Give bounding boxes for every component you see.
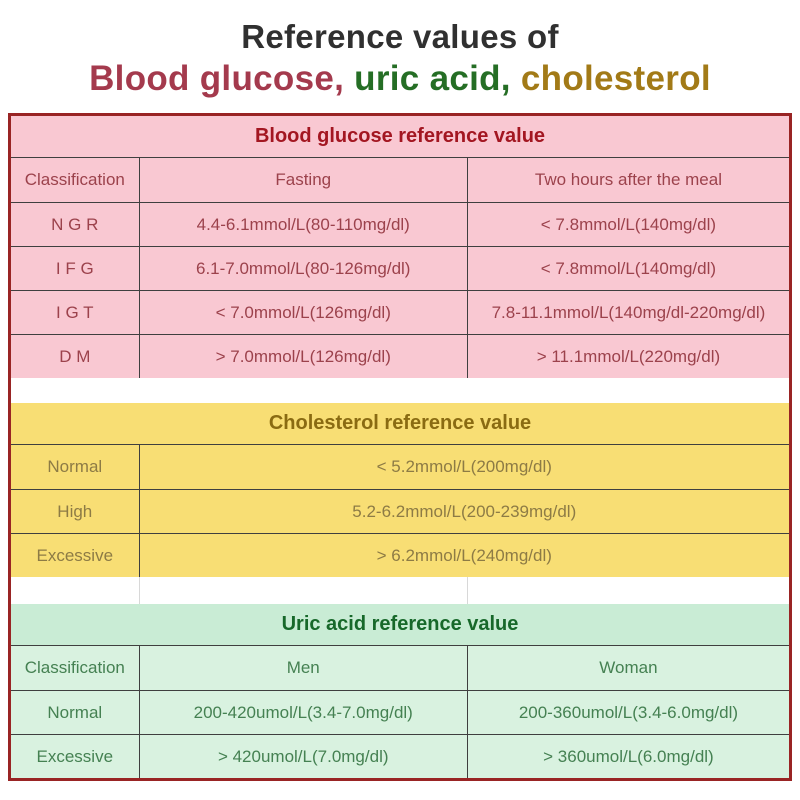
subtitle-blood-glucose: Blood glucose, xyxy=(89,59,345,98)
subtitle-cholesterol: cholesterol xyxy=(510,59,711,98)
uric-acid-section: Uric acid reference value Classification… xyxy=(11,604,789,778)
row-label-high: High xyxy=(11,489,139,533)
tables-frame: Blood glucose reference value Classifica… xyxy=(8,113,792,781)
table-cell: < 5.2mmol/L(200mg/dl) xyxy=(138,445,789,489)
blood-glucose-section: Blood glucose reference value Classifica… xyxy=(11,116,789,378)
subtitle-uric-acid: uric acid, xyxy=(344,59,511,98)
blood-glucose-table: Classification Fasting Two hours after t… xyxy=(11,158,789,378)
table-cell: 6.1-7.0mmol/L(80-126mg/dl) xyxy=(138,246,467,290)
row-label-normal: Normal xyxy=(47,457,103,476)
table-cell: 200-420umol/L(3.4-7.0mg/dl) xyxy=(138,690,467,734)
row-label-igt: I G T xyxy=(11,290,139,334)
column-divider-line xyxy=(466,577,469,604)
column-header-woman: Woman xyxy=(466,646,789,690)
uric-acid-table-title: Uric acid reference value xyxy=(11,604,789,646)
table-cell: 7.8-11.1mmol/L(140mg/dl-220mg/dl) xyxy=(466,290,789,334)
column-divider-line xyxy=(138,577,141,604)
spacer-row xyxy=(11,577,789,604)
table-cell: > 6.2mmol/L(240mg/dl) xyxy=(138,533,789,577)
column-header-classification: Classification xyxy=(24,170,125,189)
row-label-dm: D M xyxy=(11,334,139,378)
table-cell: > 7.0mmol/L(126mg/dl) xyxy=(138,334,467,378)
cholesterol-section: Cholesterol reference value Normal < 5.2… xyxy=(11,403,789,577)
page-title: Reference values of xyxy=(241,18,559,55)
column-header-fasting: Fasting xyxy=(138,158,467,202)
page-subtitle: Blood glucose, uric acid, cholesterol xyxy=(89,59,711,99)
table-cell: 200-360umol/L(3.4-6.0mg/dl) xyxy=(466,690,789,734)
column-header-classification: Classification xyxy=(24,658,125,677)
page-header: Reference values of Blood glucose, uric … xyxy=(0,0,800,113)
cholesterol-table-title: Cholesterol reference value xyxy=(11,403,789,445)
table-cell: 4.4-6.1mmol/L(80-110mg/dl) xyxy=(138,202,467,246)
column-header-two-hours: Two hours after the meal xyxy=(466,158,789,202)
spacer-row xyxy=(11,378,789,403)
table-cell: < 7.0mmol/L(126mg/dl) xyxy=(138,290,467,334)
cholesterol-table: Normal < 5.2mmol/L(200mg/dl) High 5.2-6.… xyxy=(11,445,789,577)
table-cell: < 7.8mmol/L(140mg/dl) xyxy=(466,246,789,290)
row-label-ifg: I F G xyxy=(11,246,139,290)
row-label-excessive: Excessive xyxy=(11,734,139,778)
row-label-excessive: Excessive xyxy=(11,533,139,577)
table-cell: 5.2-6.2mmol/L(200-239mg/dl) xyxy=(138,489,789,533)
table-cell: < 7.8mmol/L(140mg/dl) xyxy=(466,202,789,246)
blood-glucose-table-title: Blood glucose reference value xyxy=(11,116,789,158)
column-header-men: Men xyxy=(138,646,467,690)
uric-acid-table: Classification Men Woman Normal 200-420u… xyxy=(11,646,789,778)
row-label-ngr: N G R xyxy=(11,202,139,246)
table-cell: > 11.1mmol/L(220mg/dl) xyxy=(466,334,789,378)
table-cell: > 360umol/L(6.0mg/dl) xyxy=(466,734,789,778)
row-label-normal: Normal xyxy=(11,690,139,734)
table-cell: > 420umol/L(7.0mg/dl) xyxy=(138,734,467,778)
